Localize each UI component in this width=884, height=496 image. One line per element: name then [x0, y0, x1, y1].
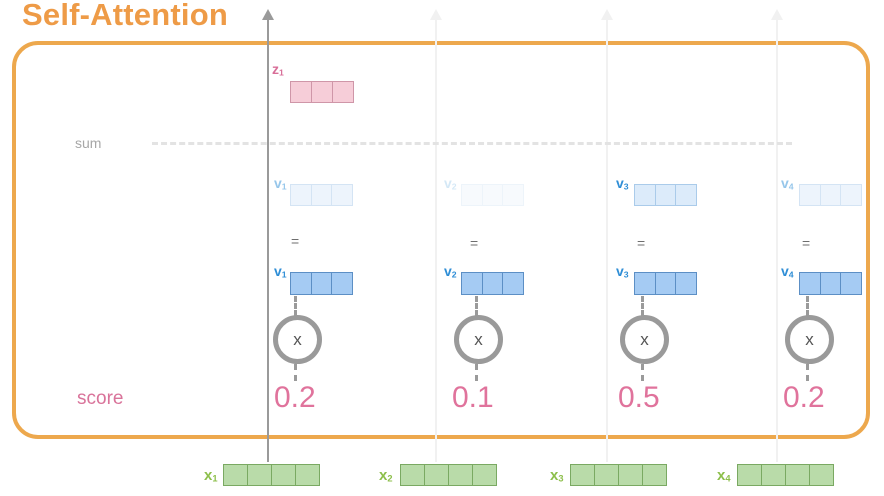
multiply-sign-4: x: [805, 329, 814, 349]
score-value-2: 0.1: [452, 381, 494, 414]
multiply-circle-1: x: [273, 315, 322, 364]
dashed-connector-3a: [641, 296, 644, 316]
column-3-arrow-head: [601, 9, 613, 20]
weighted-value-vector-3: [634, 184, 697, 206]
input-subscript-3: 3: [558, 473, 564, 484]
value-vector-3: [634, 272, 697, 295]
input-letter-4: x: [717, 467, 726, 484]
value-vector-2: [461, 272, 524, 295]
weighted-value-subscript-3: 3: [623, 181, 629, 192]
score-value-3: 0.5: [618, 381, 660, 414]
multiply-sign-1: x: [293, 329, 302, 349]
value-vector-subscript-4: 4: [788, 269, 794, 280]
column-2-arrow-head: [430, 9, 442, 20]
weighted-value-label-3: v3: [616, 175, 629, 191]
input-subscript-4: 4: [725, 473, 731, 484]
input-vector-4: [737, 464, 834, 486]
weighted-value-label-1: v1: [274, 175, 287, 191]
input-label-1: x1: [204, 467, 218, 484]
equals-sign-2: =: [470, 235, 479, 251]
value-vector-label-3: v3: [616, 263, 629, 279]
value-vector-subscript-2: 2: [451, 269, 457, 280]
equals-sign-4: =: [802, 235, 811, 251]
weighted-value-label-2: v2: [444, 175, 457, 191]
dashed-connector-3b: [641, 364, 644, 381]
weighted-value-vector-1: [290, 184, 353, 206]
value-vector-label-2: v2: [444, 263, 457, 279]
input-vector-1: [223, 464, 320, 486]
weighted-value-vector-4: [799, 184, 862, 206]
weighted-value-subscript-2: 2: [451, 181, 457, 192]
weighted-value-subscript-1: 1: [281, 181, 287, 192]
value-vector-subscript-3: 3: [623, 269, 629, 280]
value-vector-4: [799, 272, 862, 295]
input-letter-3: x: [550, 467, 559, 484]
column-4-arrow-line: [776, 16, 778, 462]
dashed-connector-1a: [294, 296, 297, 316]
output-vector-label: z1: [272, 61, 284, 77]
score-value-1: 0.2: [274, 381, 316, 414]
equals-sign-1: =: [291, 233, 300, 249]
diagram-title: Self-Attention: [22, 0, 228, 32]
input-letter-2: x: [379, 467, 388, 484]
weighted-value-letter-4: v: [781, 175, 789, 191]
multiply-circle-3: x: [620, 315, 669, 364]
sum-row-label: sum: [75, 135, 102, 151]
equals-sign-3: =: [637, 235, 646, 251]
weighted-value-letter-2: v: [444, 175, 452, 191]
self-attention-frame: [12, 41, 870, 439]
output-vector-subscript: 1: [279, 67, 284, 78]
dashed-connector-2a: [475, 296, 478, 316]
value-vector-letter-2: v: [444, 263, 452, 279]
input-subscript-1: 1: [212, 473, 218, 484]
weighted-value-vector-2: [461, 184, 524, 206]
dashed-connector-4a: [806, 296, 809, 316]
weighted-value-subscript-4: 4: [788, 181, 794, 192]
value-vector-subscript-1: 1: [281, 269, 287, 280]
dashed-connector-2b: [475, 364, 478, 381]
score-row-label: score: [77, 388, 124, 409]
input-vector-3: [570, 464, 667, 486]
column-4-arrow-head: [771, 9, 783, 20]
multiply-sign-2: x: [474, 329, 483, 349]
score-value-4: 0.2: [783, 381, 825, 414]
multiply-sign-3: x: [640, 329, 649, 349]
weighted-value-letter-3: v: [616, 175, 624, 191]
value-vector-label-4: v4: [781, 263, 794, 279]
column-3-arrow-line: [606, 16, 608, 462]
weighted-value-label-4: v4: [781, 175, 794, 191]
value-vector-letter-3: v: [616, 263, 624, 279]
multiply-circle-4: x: [785, 315, 834, 364]
output-vector-z: [290, 81, 354, 103]
input-subscript-2: 2: [387, 473, 393, 484]
input-label-2: x2: [379, 467, 393, 484]
value-vector-letter-1: v: [274, 263, 282, 279]
multiply-circle-2: x: [454, 315, 503, 364]
column-2-arrow-line: [435, 16, 437, 462]
value-vector-1: [290, 272, 353, 295]
sum-dashed-line: [152, 142, 792, 145]
input-vector-2: [400, 464, 497, 486]
input-label-4: x4: [717, 467, 731, 484]
dashed-connector-4b: [806, 364, 809, 381]
column-1-arrow-head: [262, 9, 274, 20]
column-1-arrow-line: [267, 16, 269, 462]
dashed-connector-1b: [294, 364, 297, 381]
output-vector-letter: z: [272, 61, 279, 77]
value-vector-label-1: v1: [274, 263, 287, 279]
value-vector-letter-4: v: [781, 263, 789, 279]
weighted-value-letter-1: v: [274, 175, 282, 191]
input-letter-1: x: [204, 467, 213, 484]
input-label-3: x3: [550, 467, 564, 484]
